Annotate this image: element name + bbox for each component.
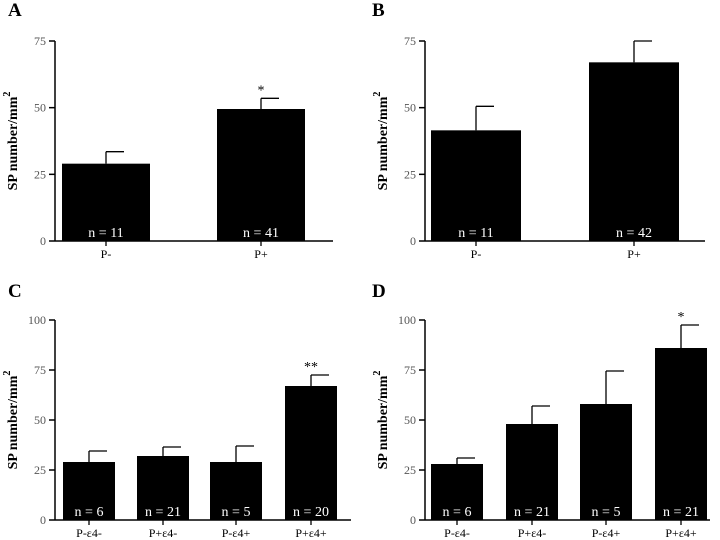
y-tick-label: 0 <box>410 234 416 248</box>
y-tick-label: 75 <box>34 34 46 48</box>
y-axis-label-text: SP number/mm <box>6 375 21 469</box>
x-category-label: P-ε4+ <box>222 526 251 540</box>
x-category-label: P+ε4+ <box>665 526 696 540</box>
y-tick-label: 100 <box>398 313 416 327</box>
y-tick-label: 50 <box>34 101 46 115</box>
y-axis-label: SP number/mm2 <box>372 92 391 191</box>
x-category-label: P+ε4- <box>149 526 177 540</box>
x-category-label: P- <box>101 247 112 261</box>
x-category-label: P-ε4- <box>444 526 470 540</box>
y-tick-label: 50 <box>404 101 416 115</box>
bar-n-label: n = 21 <box>145 505 181 520</box>
x-category-label: P-ε4+ <box>592 526 621 540</box>
bar-n-label: n = 6 <box>443 505 472 520</box>
y-axis-label-text: SP number/mm <box>376 375 391 469</box>
y-axis-label: SP number/mm2 <box>372 371 391 470</box>
y-tick-label: 0 <box>40 234 46 248</box>
y-axis-label-text: SP number/mm <box>6 96 21 190</box>
x-category-label: P+ε4- <box>518 526 546 540</box>
y-tick-label: 75 <box>404 363 416 377</box>
y-axis-label: SP number/mm2 <box>2 92 21 191</box>
y-tick-label: 50 <box>34 413 46 427</box>
bar-n-label: n = 11 <box>88 226 123 241</box>
y-tick-label: 25 <box>404 167 416 181</box>
panel-letter: D <box>372 281 386 302</box>
bar <box>210 462 262 520</box>
y-axis-label-superscript: 2 <box>2 92 13 97</box>
bar <box>137 456 189 520</box>
y-axis-label-superscript: 2 <box>372 92 383 97</box>
y-tick-label: 25 <box>404 463 416 477</box>
y-axis-label-superscript: 2 <box>372 371 383 376</box>
bar-n-label: n = 5 <box>592 505 621 520</box>
y-tick-label: 0 <box>410 513 416 527</box>
bar-n-label: n = 20 <box>293 505 329 520</box>
significance-marker: ** <box>304 360 318 375</box>
y-tick-label: 50 <box>404 413 416 427</box>
bar <box>62 163 150 241</box>
y-axis-label: SP number/mm2 <box>2 371 21 470</box>
bar <box>655 348 707 520</box>
y-tick-label: 100 <box>28 313 46 327</box>
y-axis-label-superscript: 2 <box>2 371 13 376</box>
x-category-label: P- <box>471 247 482 261</box>
y-tick-label: 0 <box>40 513 46 527</box>
y-tick-label: 25 <box>34 463 46 477</box>
bar-n-label: n = 42 <box>616 226 652 241</box>
bar-n-label: n = 21 <box>663 505 699 520</box>
bar <box>63 462 115 520</box>
bar-n-label: n = 5 <box>222 505 251 520</box>
x-category-label: P+ <box>254 247 268 261</box>
significance-marker: * <box>678 310 685 325</box>
y-tick-label: 75 <box>404 34 416 48</box>
x-category-label: P-ε4- <box>76 526 102 540</box>
bar-n-label: n = 21 <box>514 505 550 520</box>
bar <box>217 109 305 241</box>
bar-n-label: n = 6 <box>75 505 104 520</box>
panel-letter: C <box>8 281 22 302</box>
bar <box>285 386 337 520</box>
bar <box>580 404 632 520</box>
panel-letter: A <box>8 0 22 21</box>
bar-n-label: n = 11 <box>458 226 493 241</box>
bar <box>431 130 521 241</box>
bar <box>506 424 558 520</box>
bar <box>431 464 483 520</box>
y-axis-label-text: SP number/mm <box>376 96 391 190</box>
x-category-label: P+ε4+ <box>295 526 326 540</box>
y-tick-label: 75 <box>34 363 46 377</box>
bar-n-label: n = 41 <box>243 226 279 241</box>
y-tick-label: 25 <box>34 167 46 181</box>
significance-marker: * <box>258 83 265 98</box>
panel-letter: B <box>372 0 385 21</box>
x-category-label: P+ <box>627 247 641 261</box>
bar <box>589 62 679 242</box>
